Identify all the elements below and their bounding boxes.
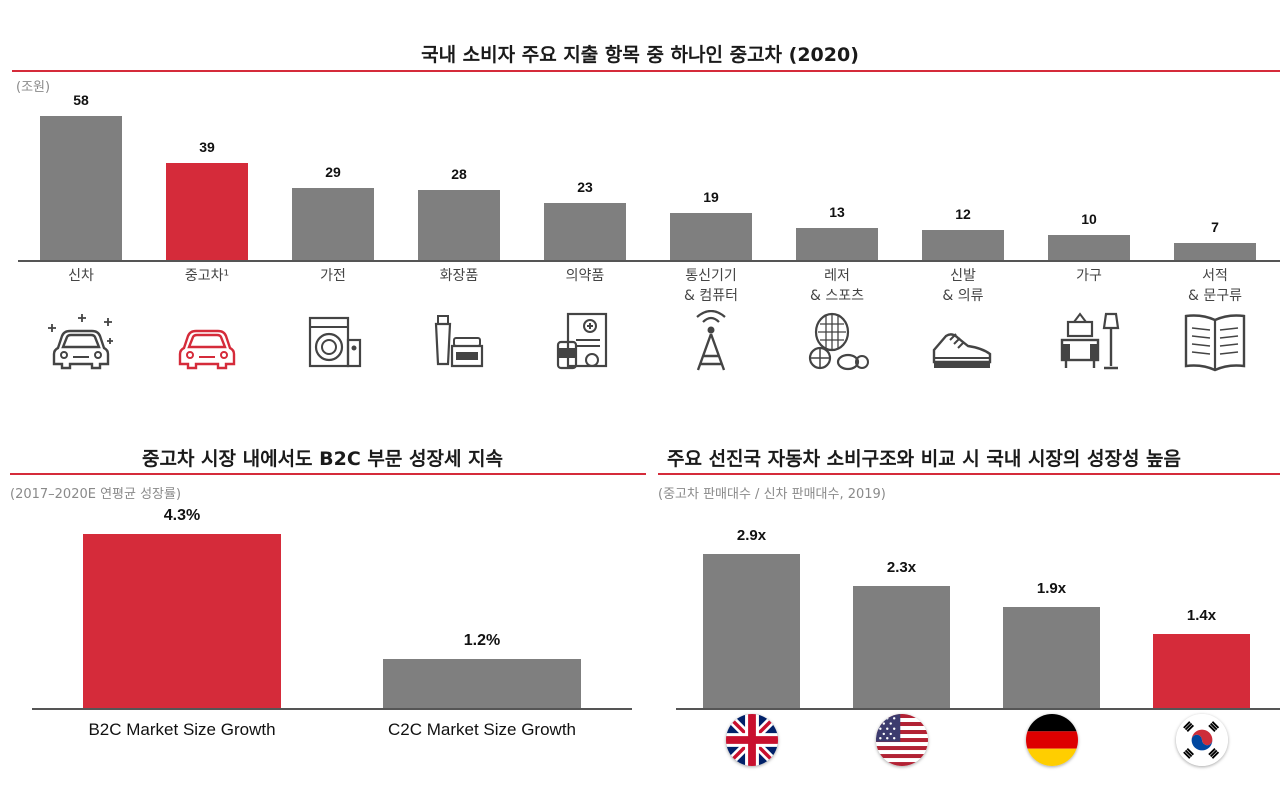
top-category-label: 레저 & 스포츠: [776, 266, 898, 306]
top-bar: [544, 202, 626, 260]
bottom-right-chart-title: 주요 선진국 자동차 소비구조와 비교 시 국내 시장의 성장성 높음: [667, 448, 1182, 470]
top-category-label-line: & 컴퓨터: [683, 288, 738, 304]
top-category-label: 중고차¹: [146, 266, 268, 286]
br-bar: [703, 554, 800, 708]
top-category-label: 가구: [1028, 266, 1150, 286]
bl-bar: [383, 659, 581, 708]
top-title-rule: [12, 70, 1280, 72]
top-category-label: 통신기기 & 컴퓨터: [650, 266, 772, 306]
top-chart-axis: [18, 260, 1280, 262]
top-category-label-line: 통신기기: [685, 268, 737, 284]
top-bar-value-label: 29: [325, 164, 341, 180]
top-category-label-line: 의약품: [565, 268, 605, 284]
top-bar-value-label: 10: [1081, 211, 1097, 228]
top-category-label: 신차: [20, 266, 142, 286]
top-bar: [670, 212, 752, 260]
bottom-left-chart-axis: [32, 708, 632, 710]
top-chart-title: 국내 소비자 주요 지출 항목 중 하나인 중고차 (2020): [421, 44, 859, 66]
top-category-label-line: 중고차¹: [184, 268, 230, 284]
bl-category-label: B2C Market Size Growth: [88, 720, 276, 739]
top-bar: [40, 116, 122, 260]
bl-category-label: C2C Market Size Growth: [388, 720, 576, 739]
top-bar: [922, 230, 1004, 260]
cosmetics-icon: [424, 310, 494, 372]
top-bar: [292, 188, 374, 260]
top-category-label: 신발 & 의류: [902, 266, 1024, 306]
top-bar-value-label: 28: [451, 166, 467, 183]
germany-flag-icon: [1026, 714, 1078, 766]
top-category-label-line: 레저: [824, 268, 850, 284]
top-category-label-line: 신발: [950, 268, 976, 284]
top-bar-value-label: 7: [1211, 218, 1219, 235]
furniture-lamp-icon: [1054, 310, 1124, 372]
top-bar: [418, 190, 500, 260]
bottom-left-chart-title: 중고차 시장 내에서도 B2C 부문 성장세 지속: [141, 448, 503, 470]
top-bar-value-label: 19: [703, 188, 719, 205]
br-bar-value-label: 2.3x: [886, 558, 917, 576]
sparkle-car-icon: [46, 310, 116, 372]
uk-flag-icon: [726, 714, 778, 766]
top-category-label: 가전: [272, 266, 394, 286]
top-category-label-line: 화장품: [439, 268, 479, 284]
br-bar-value-label: 2.9x: [736, 527, 767, 544]
top-category-label-line: 가전: [320, 268, 346, 284]
antenna-tower-icon: [676, 309, 746, 372]
top-bar: [1174, 242, 1256, 260]
bottom-right-title-rule: [658, 473, 1280, 475]
car-icon: [172, 310, 242, 372]
bottom-right-chart-unit: (중고차 판매대수 / 신차 판매대수, 2019): [658, 487, 886, 502]
top-bar-value-label: 13: [829, 203, 845, 220]
top-chart-unit: (조원): [16, 80, 51, 95]
top-category-label: 의약품: [524, 266, 646, 286]
bottom-left-title-rule: [10, 473, 646, 475]
open-book-icon: [1180, 310, 1250, 372]
us-flag-icon: [876, 714, 928, 766]
top-bar-value-label: 12: [955, 206, 971, 223]
top-bar-value-label: 58: [73, 92, 89, 108]
washing-machine-icon: [298, 310, 368, 372]
top-category-label-line: & 문구류: [1187, 288, 1242, 304]
top-category-label-line: 서적: [1202, 268, 1228, 284]
top-bar: [796, 227, 878, 260]
korea-flag-icon: [1176, 714, 1228, 766]
br-bar: [1003, 607, 1100, 708]
bl-bar-value-label: 4.3%: [163, 507, 201, 524]
top-bar-value-label: 23: [577, 178, 593, 195]
br-bar: [853, 585, 950, 708]
bottom-left-chart-unit: (2017–2020E 연평균 성장률): [10, 487, 182, 502]
bottom-right-chart-axis: [676, 708, 1280, 710]
sports-balls-icon: [802, 310, 872, 372]
top-category-label-line: & 스포츠: [809, 288, 864, 304]
br-bar-value-label: 1.9x: [1036, 580, 1067, 598]
br-bar-value-label: 1.4x: [1186, 606, 1217, 624]
top-category-label: 화장품: [398, 266, 520, 286]
top-category-label-line: 가구: [1076, 268, 1102, 284]
top-bar-value-label: 39: [199, 139, 215, 156]
top-category-label-line: & 의류: [942, 288, 984, 304]
top-bar: [1048, 235, 1130, 260]
medicine-icon: [550, 310, 620, 372]
bl-bar: [83, 534, 281, 708]
top-bar: [166, 163, 248, 260]
top-category-label: 서적 & 문구류: [1154, 266, 1276, 306]
br-bar: [1153, 633, 1250, 708]
top-category-label-line: 신차: [68, 268, 94, 284]
bl-bar-value-label: 1.2%: [463, 632, 501, 650]
sneaker-icon: [928, 310, 998, 372]
